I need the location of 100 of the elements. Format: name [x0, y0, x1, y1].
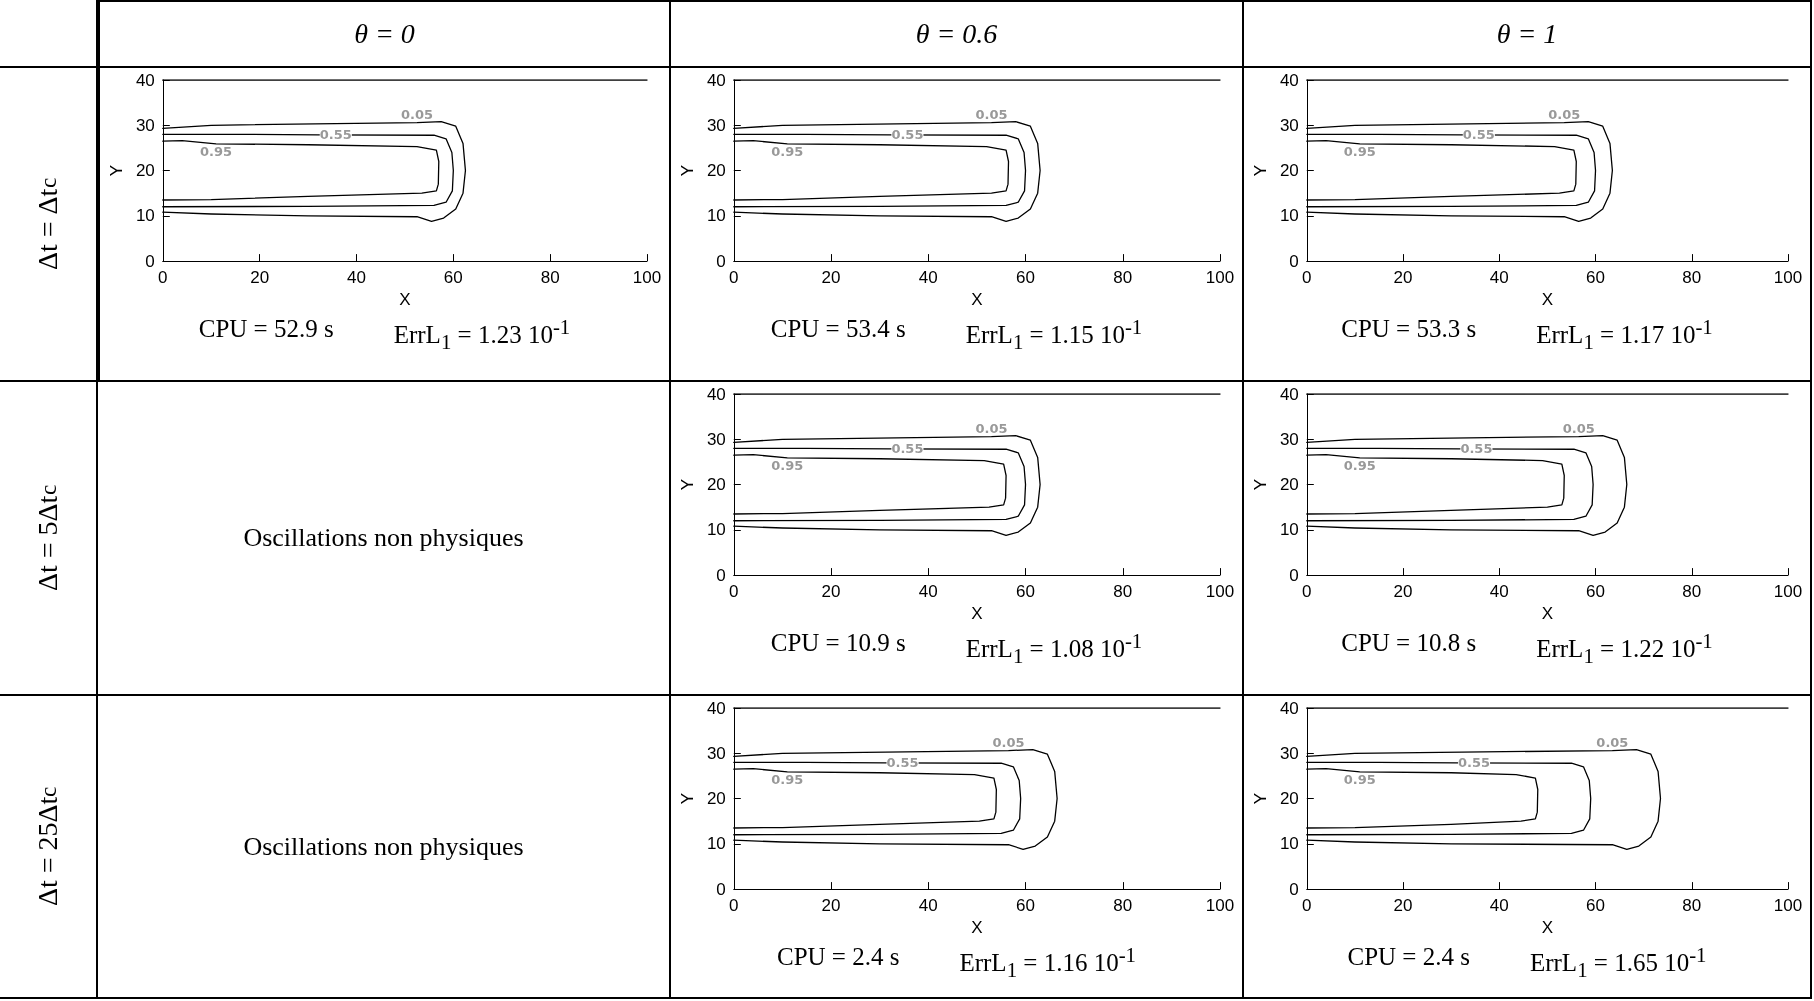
x-tick-label: 20: [821, 268, 841, 288]
y-tick-label: 40: [1279, 384, 1299, 404]
y-tick-label: 30: [135, 115, 155, 135]
x-axis-title: X: [399, 290, 411, 309]
x-tick-label: 60: [1586, 582, 1605, 602]
series-label: 0.05: [400, 107, 434, 123]
x-tick-label: 0: [1302, 896, 1312, 916]
text: Oscillations non physiques: [98, 696, 671, 999]
series-label: 0.05: [1596, 735, 1629, 751]
x-tick-label: 100: [1773, 582, 1803, 602]
y-axis-title: Y: [1251, 792, 1270, 805]
x-tick-label: 60: [1016, 268, 1035, 288]
x-tick-label: 0: [158, 268, 168, 288]
series-label: 0.95: [200, 144, 233, 160]
x-tick-label: 20: [250, 268, 270, 288]
x-tick-label: 0: [1302, 582, 1312, 602]
x-tick-label: 80: [1682, 582, 1702, 602]
x-axis-title: X: [1541, 604, 1554, 623]
y-axis-title: Y: [678, 478, 697, 491]
y-tick-label: 40: [135, 70, 155, 90]
series-label: 0.55: [319, 127, 352, 143]
series-label: 0.55: [1460, 441, 1493, 457]
y-tick-label: 10: [135, 206, 155, 226]
text: CPU = 53.3 s: [1341, 315, 1477, 342]
x-tick-label: 20: [1393, 582, 1413, 602]
y-tick-label: 0: [145, 251, 155, 271]
text: θ = 0: [98, 0, 671, 68]
x-tick-label: 20: [1393, 896, 1413, 916]
text: CPU = 2.4 s: [776, 943, 900, 970]
series-label: 0.95: [1343, 458, 1376, 474]
x-tick-label: 40: [1489, 268, 1509, 288]
x-tick-label: 20: [821, 896, 841, 916]
x-tick-label: 100: [1205, 582, 1235, 602]
y-tick-label: 40: [706, 70, 726, 90]
y-tick-label: 30: [706, 743, 726, 763]
x-tick-label: 60: [443, 268, 463, 288]
series-label: 0.95: [1343, 144, 1376, 160]
y-axis-title: Y: [678, 164, 697, 177]
y-tick-label: 0: [1289, 879, 1299, 899]
y-tick-label: 20: [706, 475, 726, 495]
x-tick-label: 80: [540, 268, 560, 288]
y-tick-label: 30: [706, 429, 726, 449]
series-label: 0.05: [975, 421, 1008, 437]
y-tick-label: 0: [1289, 565, 1299, 585]
x-tick-label: 80: [1113, 896, 1133, 916]
y-tick-label: 10: [706, 206, 726, 226]
series-label: 0.95: [1343, 772, 1376, 788]
text: CPU = 53.4 s: [770, 315, 906, 342]
y-axis-title: Y: [678, 792, 697, 805]
x-tick-label: 40: [347, 268, 366, 288]
x-tick-label: 40: [1489, 582, 1509, 602]
y-axis-title: Y: [1251, 164, 1270, 177]
series-label: 0.05: [1548, 107, 1581, 123]
y-axis-title: Y: [1251, 478, 1270, 491]
series-label: 0.55: [886, 755, 919, 771]
y-tick-label: 0: [716, 251, 726, 271]
text: CPU = 10.8 s: [1341, 629, 1477, 656]
y-tick-label: 10: [1279, 520, 1299, 540]
x-tick-label: 100: [1205, 896, 1235, 916]
text: θ = 0.6: [671, 0, 1244, 68]
y-tick-label: 40: [1279, 70, 1299, 90]
x-tick-label: 0: [1302, 268, 1312, 288]
series-label: 0.05: [975, 107, 1008, 123]
x-tick-label: 100: [1205, 268, 1235, 288]
x-tick-label: 60: [1586, 268, 1605, 288]
x-tick-label: 80: [1682, 896, 1702, 916]
y-tick-label: 10: [1279, 834, 1299, 854]
y-tick-label: 20: [706, 789, 726, 809]
y-axis-title: Y: [107, 164, 126, 177]
y-tick-label: 30: [1279, 429, 1299, 449]
text: CPU = 52.9 s: [198, 315, 334, 342]
y-tick-label: 20: [1279, 789, 1299, 809]
y-tick-label: 40: [706, 384, 726, 404]
x-axis-title: X: [1541, 918, 1554, 937]
y-tick-label: 0: [1289, 251, 1299, 271]
y-tick-label: 10: [1279, 206, 1299, 226]
y-tick-label: 20: [1279, 475, 1299, 495]
x-tick-label: 100: [632, 268, 662, 288]
x-tick-label: 80: [1682, 268, 1702, 288]
y-tick-label: 30: [1279, 743, 1299, 763]
x-axis-title: X: [1541, 290, 1554, 309]
y-tick-label: 10: [706, 520, 726, 540]
text: ErrL$_{1}$ = 1.22 10$^{-1}$: [1536, 629, 1713, 669]
text: ErrL$_{1}$ = 1.16 10$^{-1}$: [959, 943, 1137, 983]
y-tick-label: 40: [1279, 698, 1299, 718]
series-label: 0.95: [771, 772, 804, 788]
y-tick-label: 40: [706, 698, 726, 718]
x-tick-label: 0: [729, 896, 739, 916]
y-tick-label: 20: [706, 161, 726, 181]
x-tick-label: 60: [1016, 896, 1035, 916]
series-label: 0.05: [1562, 421, 1595, 437]
text: ErrL$_{1}$ = 1.08 10$^{-1}$: [965, 629, 1143, 669]
text: CPU = 2.4 s: [1347, 943, 1470, 970]
y-tick-label: 0: [716, 565, 726, 585]
x-axis-title: X: [971, 604, 983, 623]
series-label: 0.55: [891, 127, 924, 143]
x-axis-title: X: [971, 918, 983, 937]
text: ErrL$_{1}$ = 1.15 10$^{-1}$: [965, 315, 1143, 355]
series-label: 0.95: [771, 458, 804, 474]
x-tick-label: 40: [1489, 896, 1509, 916]
